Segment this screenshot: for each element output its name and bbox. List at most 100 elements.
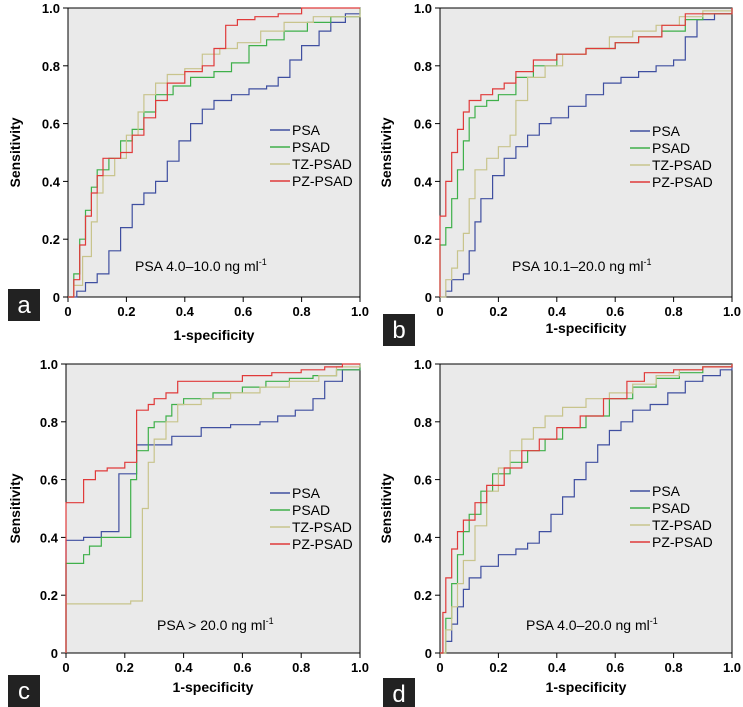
y-tick-label: 0.6	[414, 117, 432, 132]
x-tick-label: 0.2	[489, 660, 507, 675]
x-tick-label: 0	[64, 304, 71, 319]
series-line-pz-psad	[68, 7, 360, 298]
y-tick-label: 0	[53, 290, 60, 305]
y-axis-label: Sensitivity	[378, 117, 394, 187]
series-line-psa	[68, 8, 361, 298]
x-tick-label: 0.4	[548, 304, 567, 319]
x-tick-label: 0	[436, 660, 443, 675]
series-line-tz-psad	[440, 364, 733, 654]
panel-annotation: PSA 4.0–10.0 ng ml-1	[135, 257, 267, 274]
series-line-tz-psad	[65, 364, 361, 653]
legend-label-tz-psad: TZ-PSAD	[652, 157, 712, 173]
legend-label-psad: PSAD	[652, 500, 690, 516]
y-tick-label: 0.4	[414, 530, 433, 545]
panel-d: 0 0.2 0.4 0.6 0.8 1.0 0 0.2 0.4 0.6 0.8 1.0 1-specif…	[378, 357, 741, 707]
y-tick-label: 0.2	[42, 232, 60, 247]
y-tick-label: 0.8	[414, 415, 432, 430]
legend-label-tz-psad: TZ-PSAD	[652, 517, 712, 533]
panel-c: 0 0.2 0.4 0.6 0.8 1.0 0 0.2 0.4 0.6 0.8 1.0 1-specif…	[7, 357, 369, 707]
panel-letter: c	[18, 678, 30, 705]
series-line-pz-psad	[65, 363, 360, 653]
panel-a: 0 0.2 0.4 0.6 0.8 1.0 0 0.2 0.4 0.6 0.8 1.0 1-specif…	[7, 1, 369, 343]
x-tick-label: 1.0	[351, 304, 369, 319]
x-tick-label: 1.0	[723, 304, 741, 319]
y-tick-label: 0.4	[414, 174, 433, 189]
x-tick-label: 0	[436, 304, 443, 319]
y-tick-label: 0.8	[42, 59, 60, 74]
legend-label-pz-psad: PZ-PSAD	[652, 534, 713, 550]
y-tick-label: 0.4	[40, 530, 59, 545]
y-tick-label: 0.8	[414, 59, 432, 74]
y-tick-label: 1.0	[414, 1, 432, 16]
x-tick-label: 0.8	[665, 660, 683, 675]
y-axis-label: Sensitivity	[7, 473, 23, 543]
x-tick-label: 0.8	[293, 304, 311, 319]
legend-label-psa: PSA	[652, 123, 681, 139]
panel-letter-box	[8, 289, 40, 321]
panel-b: 0 0.2 0.4 0.6 0.8 1.0 0 0.2 0.4 0.6 0.8 1.0 1-specif…	[378, 1, 741, 346]
annotation-superscript: -1	[644, 257, 652, 267]
x-tick-label: 0	[62, 660, 69, 675]
series-line-psa	[440, 8, 733, 298]
y-tick-label: 0.2	[40, 588, 58, 603]
y-tick-label: 0.6	[42, 117, 60, 132]
legend-label-psad: PSAD	[292, 502, 330, 518]
plot-area	[439, 363, 733, 654]
legend-label-psa: PSA	[292, 485, 321, 501]
legend-label-psa: PSA	[652, 483, 681, 499]
x-tick-label: 0.6	[606, 304, 624, 319]
y-tick-label: 0	[425, 646, 432, 661]
y-tick-label: 0.2	[414, 588, 432, 603]
plot-area	[439, 7, 733, 298]
panel-letter-box	[383, 314, 415, 346]
panel-annotation: PSA > 20.0 ng ml-1	[157, 616, 274, 633]
y-tick-label: 0.6	[40, 473, 58, 488]
plot-area	[65, 363, 361, 654]
y-tick-label: 0.2	[414, 232, 432, 247]
x-tick-label: 0.6	[606, 660, 624, 675]
panel-annotation: PSA 10.1–20.0 ng ml-1	[512, 257, 652, 274]
x-axis-label: 1-specificity	[546, 320, 627, 336]
panel-annotation: PSA 4.0–20.0 ng ml-1	[526, 616, 658, 633]
legend-label-pz-psad: PZ-PSAD	[652, 174, 713, 190]
legend-label-tz-psad: TZ-PSAD	[292, 156, 352, 172]
series-line-psad	[65, 364, 361, 653]
y-tick-label: 0	[51, 646, 58, 661]
y-axis-label: Sensitivity	[7, 117, 23, 187]
series-line-pz-psad	[440, 364, 733, 654]
legend-label-tz-psad: TZ-PSAD	[292, 519, 352, 535]
legend-label-pz-psad: PZ-PSAD	[292, 536, 353, 552]
panel-letter-box	[383, 678, 415, 707]
series-line-pz-psad	[439, 8, 733, 297]
panel-letter: a	[17, 292, 31, 319]
x-tick-label: 0.6	[234, 304, 252, 319]
x-axis-label: 1-specificity	[174, 327, 255, 343]
x-tick-label: 0.4	[548, 660, 567, 675]
y-tick-label: 0.4	[42, 174, 61, 189]
series-line-tz-psad	[68, 8, 361, 298]
x-tick-label: 1.0	[723, 660, 741, 675]
legend-label-psa: PSA	[292, 122, 321, 138]
legend-label-pz-psad: PZ-PSAD	[292, 173, 353, 189]
y-tick-label: 0	[425, 290, 432, 305]
panel-letter: b	[392, 317, 405, 344]
series-line-tz-psad	[440, 8, 733, 298]
annotation-superscript: -1	[259, 257, 267, 267]
x-tick-label: 0.4	[175, 660, 194, 675]
legend-label-psad: PSAD	[292, 139, 330, 155]
y-axis-label: Sensitivity	[378, 473, 394, 543]
panel-letter: d	[392, 681, 405, 707]
legend-label-psad: PSAD	[652, 140, 690, 156]
panel-letter-box	[8, 675, 40, 707]
x-tick-label: 0.6	[233, 660, 251, 675]
y-tick-label: 1.0	[414, 357, 432, 372]
y-tick-label: 0.8	[40, 415, 58, 430]
x-tick-label: 0.2	[116, 660, 134, 675]
x-axis-label: 1-specificity	[546, 679, 627, 695]
x-tick-label: 1.0	[351, 660, 369, 675]
y-tick-label: 1.0	[40, 357, 58, 372]
